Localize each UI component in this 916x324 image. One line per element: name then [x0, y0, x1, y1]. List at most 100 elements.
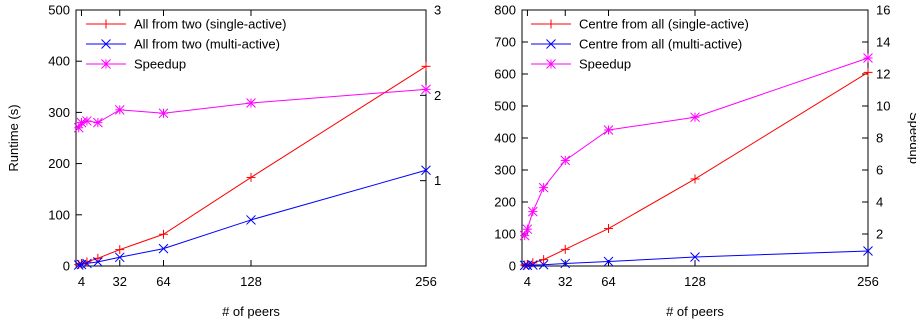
data-point — [538, 259, 549, 270]
data-point — [560, 258, 571, 269]
legend-entry: Speedup — [86, 57, 186, 72]
legend-label: All from two (multi-active) — [134, 37, 280, 52]
y2-axis-label: Speedup — [907, 112, 916, 164]
data-point — [93, 257, 103, 267]
data-point — [246, 172, 256, 182]
series-line — [524, 71, 869, 266]
data-point — [82, 258, 92, 269]
data-point — [522, 224, 533, 235]
y2-tick-label: 12 — [876, 67, 890, 82]
legend-marker — [101, 19, 111, 29]
series-line — [78, 65, 427, 265]
y2-tick-label: 3 — [434, 3, 441, 18]
series-line — [78, 169, 427, 266]
data-point — [114, 252, 125, 263]
data-point — [421, 84, 431, 95]
data-point — [158, 243, 169, 254]
series-1 — [73, 165, 431, 270]
y2-tick-label: 10 — [876, 99, 890, 114]
y-tick-label: 400 — [48, 54, 70, 69]
legend-label: Speedup — [134, 57, 186, 72]
left-chart: 4 32 64 128 256 0 100 200 300 400 500 1 2 3 # of peers… — [6, 3, 441, 320]
data-point — [246, 215, 256, 225]
x-tick-label: 64 — [156, 274, 170, 289]
series-2 — [73, 84, 431, 133]
data-point — [603, 256, 614, 267]
y-tick-label: 500 — [494, 99, 516, 114]
y-tick-label: 200 — [494, 195, 516, 210]
legend-label: Centre from all (multi-active) — [579, 37, 742, 52]
data-point — [246, 98, 256, 108]
data-point — [603, 125, 614, 135]
legend-marker — [546, 39, 556, 49]
legend-marker — [101, 59, 111, 69]
y-tick-label: 400 — [494, 131, 516, 146]
legend-entry: Centre from all (multi-active) — [531, 37, 742, 52]
y-tick-label: 600 — [494, 67, 516, 82]
x-tick-label: 256 — [415, 274, 437, 289]
x-tick-label: 64 — [601, 274, 615, 289]
x-tick-label: 128 — [684, 274, 706, 289]
data-point — [93, 117, 103, 128]
y2-tick-label: 16 — [876, 3, 890, 18]
series-2 — [519, 53, 873, 241]
data-point — [519, 260, 530, 271]
legend-label: All from two (single-active) — [134, 17, 286, 32]
y-tick-label: 700 — [494, 35, 516, 50]
y2-tick-label: 1 — [434, 173, 441, 188]
series-0 — [520, 67, 873, 270]
y-tick-label: 100 — [494, 227, 516, 242]
y2-tick-label: 2 — [434, 88, 441, 103]
legend-entry: All from two (multi-active) — [86, 37, 280, 52]
legend-entry: All from two (single-active) — [86, 17, 286, 32]
data-point — [114, 104, 125, 115]
data-point — [863, 67, 873, 77]
data-point — [73, 260, 84, 270]
data-point — [76, 117, 87, 128]
x-axis-label: # of peers — [222, 304, 280, 319]
data-point — [115, 245, 125, 255]
data-point — [560, 244, 570, 254]
data-point — [690, 252, 700, 262]
y-axis-label: Runtime (s) — [6, 104, 21, 171]
series-1 — [519, 246, 873, 271]
y2-tick-label: 2 — [876, 227, 883, 242]
legend-marker — [101, 39, 111, 49]
data-point — [539, 255, 549, 265]
y-tick-label: 800 — [494, 3, 516, 18]
y-tick-label: 100 — [48, 207, 70, 222]
x-tick-label: 4 — [78, 274, 85, 289]
x-tick-label: 128 — [240, 274, 262, 289]
y2-tick-label: 14 — [876, 35, 890, 50]
y-tick-label: 0 — [509, 259, 516, 274]
x-axis-label: # of peers — [666, 304, 724, 319]
series-line — [78, 88, 427, 128]
legend-label: Centre from all (single-active) — [579, 17, 749, 32]
legend-entry: Centre from all (single-active) — [531, 17, 749, 32]
y2-tick-label: 6 — [876, 163, 883, 178]
legend-label: Speedup — [579, 57, 631, 72]
data-point — [863, 53, 873, 63]
series-line — [524, 250, 869, 266]
data-point — [158, 108, 169, 119]
data-point — [421, 165, 431, 176]
data-point — [421, 61, 431, 71]
y-tick-label: 0 — [63, 259, 70, 274]
y-tick-label: 300 — [494, 163, 516, 178]
series-line — [524, 57, 869, 236]
data-point — [690, 174, 700, 184]
y-tick-label: 200 — [48, 156, 70, 171]
data-point — [527, 206, 538, 217]
data-point — [863, 246, 873, 256]
data-point — [538, 182, 549, 193]
data-point — [527, 260, 538, 270]
legend-marker — [546, 59, 556, 69]
x-tick-label: 4 — [524, 274, 531, 289]
legend-marker — [546, 19, 556, 29]
y-tick-label: 300 — [48, 105, 70, 120]
data-point — [159, 229, 168, 239]
y2-tick-label: 4 — [876, 195, 883, 210]
y2-tick-label: 8 — [876, 131, 883, 146]
right-chart: 4 32 64 128 256 0 100 200 300 400 500 600 700 800 2 4 6 8… — [494, 3, 916, 320]
